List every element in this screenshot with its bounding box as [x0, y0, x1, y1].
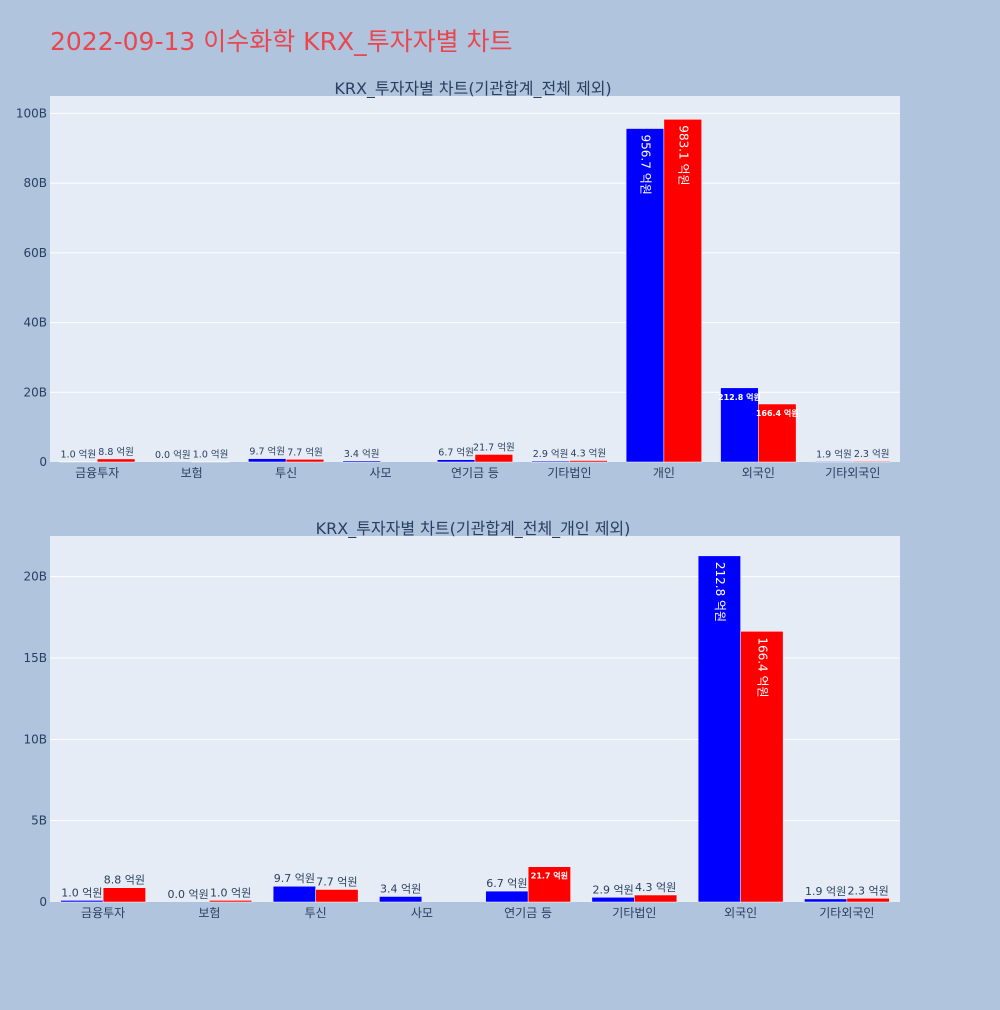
data-label: 9.7 억원 — [274, 872, 315, 885]
bar — [853, 461, 891, 462]
chart-title: KRX_투자자별 차트(기관합계_전체 제외) — [334, 79, 611, 99]
data-label: 8.8 억원 — [98, 446, 134, 458]
data-label: 0.0 억원 — [155, 449, 191, 461]
x-tick-label: 사모 — [370, 466, 392, 480]
x-tick-label: 연기금 등 — [504, 906, 552, 920]
x-tick-label: 외국인 — [742, 466, 775, 480]
data-label: 6.7 억원 — [438, 447, 474, 459]
bar — [592, 897, 635, 902]
x-tick-label: 연기금 등 — [451, 466, 499, 480]
data-label: 9.7 억원 — [249, 446, 285, 458]
data-label: 2.3 억원 — [848, 884, 889, 897]
bar — [569, 461, 607, 462]
page-title: 2022-09-13 이수화학 KRX_투자자별 차트 — [50, 22, 513, 58]
chart-institution-individual-excluded: KRX_투자자별 차트(기관합계_전체_개인 제외) 0 5B 10B 15B 20B 금융… — [0, 510, 1000, 1010]
data-label: 4.3 억원 — [571, 448, 607, 460]
y-tick-label: 40B — [23, 316, 47, 330]
data-label: 956.7 억원 — [639, 135, 653, 195]
x-tick-label: 기타법인 — [612, 906, 656, 920]
y-tick-label: 15B — [23, 651, 47, 665]
data-label: 3.4 억원 — [344, 448, 380, 460]
data-label: 166.4 억원 — [756, 408, 799, 418]
y-tick-label: 60B — [23, 246, 47, 260]
data-label: 7.7 억원 — [287, 446, 323, 458]
data-label: 6.7 억원 — [486, 877, 527, 890]
y-tick-label: 0 — [39, 895, 47, 909]
data-label: 1.9 억원 — [805, 885, 846, 898]
x-tick-label: 기타외국인 — [825, 466, 880, 480]
data-label: 2.3 억원 — [854, 448, 890, 460]
y-tick-label: 20B — [23, 570, 47, 584]
data-label: 1.0 억원 — [210, 886, 251, 899]
data-label: 3.4 억원 — [380, 882, 421, 895]
chart-title: KRX_투자자별 차트(기관합계_전체_개인 제외) — [316, 519, 631, 539]
chart-institution-excluded: KRX_투자자별 차트(기관합계_전체 제외) 0 20B 40B 60B 80B 100B… — [0, 70, 1000, 570]
data-label: 983.1 억원 — [676, 125, 690, 185]
bar — [97, 459, 135, 462]
bar — [273, 886, 316, 902]
x-tick-label: 개인 — [653, 466, 675, 480]
bar — [634, 895, 677, 902]
data-label: 0.0 억원 — [168, 888, 209, 901]
data-label: 1.9 억원 — [816, 448, 852, 460]
data-label: 212.8 억원 — [718, 392, 761, 402]
data-label: 7.7 억원 — [316, 875, 357, 888]
data-label: 4.3 억원 — [635, 881, 676, 894]
y-tick-label: 5B — [31, 814, 47, 828]
x-tick-label: 보험 — [198, 906, 220, 920]
bar — [475, 454, 513, 462]
x-tick-label: 금융투자 — [81, 906, 125, 920]
data-label: 21.7 억원 — [473, 441, 515, 453]
x-tick-label: 투신 — [275, 466, 297, 480]
bar — [804, 899, 847, 902]
data-label: 1.0 억원 — [61, 449, 97, 461]
x-tick-label: 투신 — [305, 906, 327, 920]
x-tick-label: 보험 — [181, 466, 203, 480]
bar — [103, 888, 146, 902]
bar — [815, 461, 853, 462]
bar — [847, 898, 890, 902]
bar — [343, 461, 381, 462]
bar — [286, 459, 324, 462]
data-label: 1.0 억원 — [193, 449, 229, 461]
bar — [248, 459, 286, 462]
data-label: 166.4 억원 — [755, 637, 769, 697]
data-label: 212.8 억원 — [713, 562, 727, 622]
y-tick-label: 20B — [23, 385, 47, 399]
y-tick-label: 0 — [39, 455, 47, 469]
bar — [437, 460, 475, 462]
data-label: 1.0 억원 — [61, 886, 102, 899]
data-label: 2.9 억원 — [533, 448, 569, 460]
y-tick-label: 80B — [23, 176, 47, 190]
x-tick-label: 금융투자 — [75, 466, 119, 480]
bar — [209, 900, 252, 902]
bar — [532, 461, 570, 462]
x-tick-label: 기타법인 — [547, 466, 591, 480]
x-tick-label: 외국인 — [724, 906, 757, 920]
y-tick-label: 100B — [16, 106, 47, 120]
bar — [486, 891, 529, 902]
x-tick-label: 사모 — [411, 906, 433, 920]
bar — [316, 889, 359, 902]
bar — [61, 900, 104, 902]
bar — [379, 896, 422, 902]
x-tick-label: 기타외국인 — [819, 906, 874, 920]
data-label: 21.7 억원 — [531, 871, 568, 881]
data-label: 8.8 억원 — [104, 874, 145, 887]
y-tick-label: 10B — [23, 732, 47, 746]
data-label: 2.9 억원 — [593, 883, 634, 896]
